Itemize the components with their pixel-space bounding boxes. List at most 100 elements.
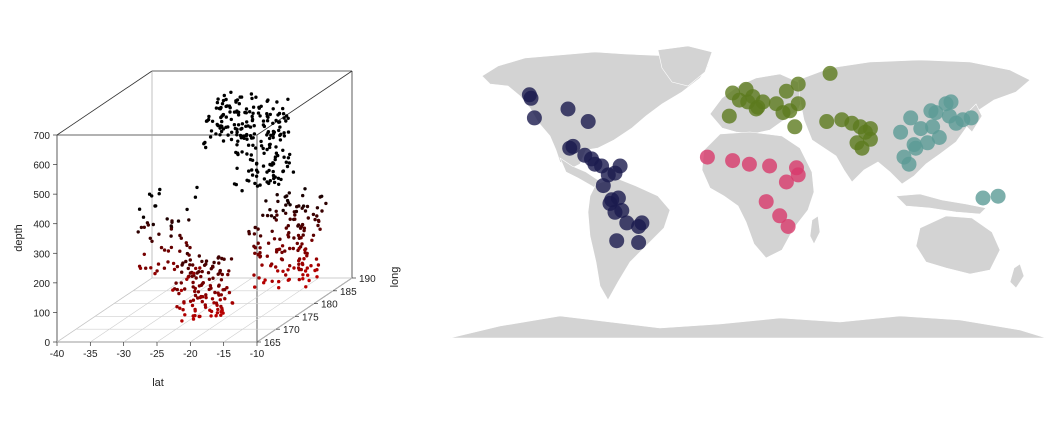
earthquake-point [237,102,241,106]
earthquake-point [303,269,308,273]
location-marker [778,174,794,190]
location-marker [908,140,924,156]
earthquake-point [242,136,246,140]
earthquake-point [193,289,197,294]
earthquake-point [305,204,310,209]
earthquake-point [199,274,203,279]
x-tick-label: -15 [216,349,231,360]
earthquake-point [216,307,220,312]
earthquake-point [281,208,285,213]
earthquake-point [243,110,247,115]
earthquake-point [188,299,193,303]
location-marker [990,188,1006,204]
earthquake-point [224,125,228,129]
earthquake-point [252,132,257,136]
earthquake-point [244,133,249,138]
earthquake-point [274,209,278,213]
earthquake-point [183,313,187,317]
earthquake-point [185,207,189,212]
earthquake-point [297,259,301,263]
earthquake-point [303,187,307,191]
earthquake-point [254,95,258,99]
earthquake-point [291,170,296,174]
earthquake-point [306,216,310,220]
earthquake-point [193,309,197,313]
earthquake-point [240,189,244,193]
earthquake-point [280,244,285,248]
earthquake-point [320,209,324,213]
z-tick-label: 700 [33,131,50,142]
earthquake-point [268,112,272,117]
earthquake-point [249,153,253,157]
earthquake-point [258,246,262,250]
earthquake-point [314,257,319,261]
earthquake-point [245,120,249,124]
location-marker [699,149,715,165]
location-marker [780,219,796,234]
earthquake-point [166,260,170,264]
earthquake-point [253,181,257,186]
earthquake-point [221,311,225,315]
location-markers [521,65,1006,250]
location-marker [523,90,539,106]
earthquake-point [265,213,270,218]
earthquake-point [193,293,198,298]
earthquake-point [188,271,193,275]
earthquake-point [274,265,278,269]
earthquake-point [192,271,196,275]
earthquake-point [176,219,181,223]
earthquake-point [313,268,317,273]
earthquake-point [144,266,148,270]
earthquake-point [162,248,167,252]
earthquake-point [318,195,322,199]
earthquake-point [301,273,305,277]
earthquake-point [315,214,319,218]
earthquake-point [219,115,223,120]
earthquake-point [188,263,192,267]
earthquake-point [277,182,281,186]
earthquake-point [194,266,198,271]
location-marker [595,178,611,194]
earthquake-point [156,262,161,266]
earthquake-point [215,100,220,105]
earthquake-point [287,191,291,195]
earthquake-point [296,266,301,270]
earthquake-point [261,164,266,168]
earthquake-point [284,160,288,164]
earthquake-point [309,264,313,268]
earthquake-point [191,285,195,289]
y-axis-title: long [389,267,401,288]
earthquake-point [276,247,280,252]
earthquake-point [267,168,271,173]
earthquake-point [203,303,207,307]
earthquake-point [287,161,291,165]
earthquake-point [217,293,221,297]
earthquake-point [221,112,226,117]
earthquake-point [286,201,291,205]
earthquake-point [204,293,208,297]
earthquake-point [295,241,299,246]
earthquake-point [234,182,238,187]
earthquake-point [269,214,274,218]
earthquake-point [286,97,290,102]
earthquake-point [236,113,241,117]
earthquake-point [225,286,229,290]
earthquake-point [235,166,239,170]
z-tick-label: 600 [33,161,50,172]
earthquake-point [223,287,227,292]
location-marker [963,110,979,126]
earthquake-point [169,227,174,231]
x-tick-label: -35 [83,349,98,360]
earthquake-point [267,136,272,141]
earthquake-point [304,285,308,289]
earthquake-point [191,317,196,321]
earthquake-point [236,152,240,157]
earthquake-point [187,218,191,222]
earthquake-point [239,95,244,99]
earthquake-point [279,132,283,136]
earthquake-point [209,309,214,314]
earthquake-point [281,169,285,174]
location-marker [790,96,806,112]
earthquake-point [256,241,260,245]
